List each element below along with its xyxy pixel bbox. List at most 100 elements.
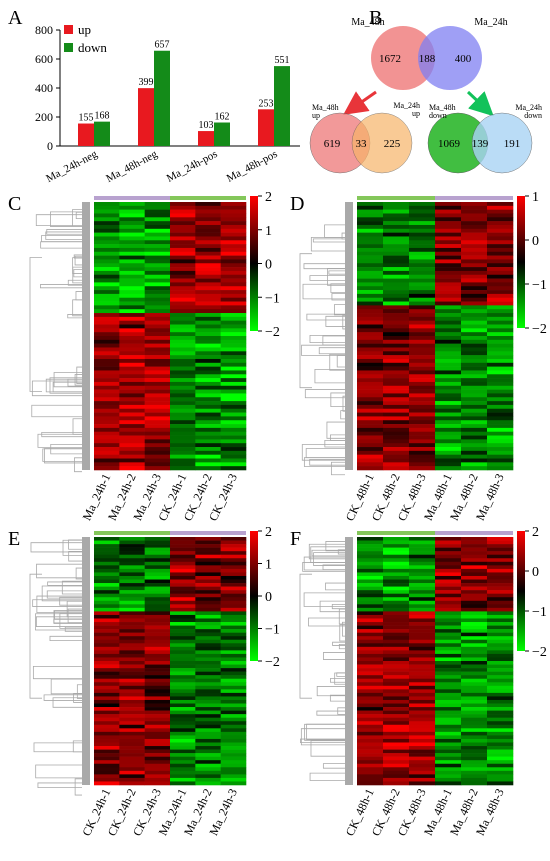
heatmap-cell [409, 579, 436, 584]
heatmap-cell [170, 336, 196, 341]
heatmap-cell [220, 420, 247, 425]
heatmap-cell [220, 278, 247, 283]
heatmap-cell [487, 597, 514, 602]
heatmap-cell [409, 320, 436, 325]
group-bar-right [170, 531, 246, 535]
y-tick-label: 400 [35, 81, 53, 95]
heatmap-cell [409, 221, 436, 226]
heatmap-cell [220, 724, 247, 729]
heatmap-cell [119, 632, 145, 637]
heatmap-cell [144, 454, 171, 459]
heatmap-cell [357, 385, 384, 390]
heatmap-cell [461, 551, 488, 556]
heatmap-cell [195, 657, 221, 662]
heatmap-cell [119, 416, 145, 421]
heatmap-cell [119, 240, 145, 245]
heatmap-cell [144, 328, 171, 333]
heatmap-cell [144, 540, 171, 545]
heatmap-cell [461, 416, 488, 421]
heatmap-cell [357, 699, 384, 704]
legend-label-up: up [78, 22, 91, 37]
heatmap-cell [144, 597, 171, 602]
heatmap-cell [94, 244, 120, 249]
heatmap-cell [487, 328, 514, 333]
heatmap-cell [119, 267, 145, 272]
heatmap-cell [195, 544, 221, 548]
heatmap-cell [487, 259, 514, 264]
heatmap-cell [487, 454, 514, 459]
heatmap-cell [487, 767, 514, 772]
heatmap-cell [170, 583, 196, 587]
heatmap-cell [487, 293, 514, 299]
heatmap-cell [220, 661, 247, 665]
heatmap-cell [383, 781, 410, 786]
heatmap-cell [119, 427, 145, 433]
heatmap-cell [220, 224, 247, 230]
heatmap-cell [220, 259, 247, 264]
heatmap-cell [144, 728, 171, 733]
heatmap-cell [220, 255, 247, 260]
arrow-down [466, 90, 494, 117]
heatmap-cell [487, 579, 514, 584]
heatmap-cell [170, 678, 196, 683]
heatmap-cell [383, 404, 410, 410]
heatmap-cell [170, 270, 196, 276]
heatmap-cell [409, 217, 436, 222]
heatmap-cell [357, 374, 384, 379]
heatmap-cell [487, 343, 514, 348]
dendrogram-branch [31, 404, 82, 418]
heatmap-cell [487, 466, 514, 471]
heatmap-cell [94, 313, 120, 318]
dendrogram-branch [40, 241, 82, 249]
heatmap-cell [144, 703, 171, 708]
heatmap-cell [195, 721, 221, 726]
heatmap-cell [383, 583, 410, 587]
heatmap-cell [220, 404, 247, 410]
heatmap-cell [487, 650, 514, 655]
heatmap-cell [94, 742, 120, 747]
heatmap-cell [220, 639, 247, 644]
heatmap-cell [94, 760, 120, 765]
dendrogram-branch [304, 723, 345, 741]
heatmap-cell [119, 205, 145, 210]
heatmap-cell [461, 381, 488, 387]
heatmap-cell [220, 664, 247, 669]
heatmap-cell [170, 699, 196, 704]
heatmap-cell [119, 657, 145, 662]
heatmap-cell [170, 213, 196, 218]
heatmap-cell [383, 282, 410, 287]
heatmap-cell [94, 202, 120, 207]
heatmap-cell [119, 213, 145, 218]
heatmap-cell [170, 290, 196, 295]
heatmap-cell [170, 746, 196, 750]
heatmap-cell [435, 217, 462, 222]
heatmap-cell [144, 274, 171, 279]
heatmap-cell [170, 351, 196, 356]
dendrogram-branch [67, 314, 82, 319]
heatmap-cell [195, 593, 221, 598]
heatmap-cell [195, 653, 221, 658]
heatmap-cell [435, 290, 462, 295]
heatmap-cell [144, 668, 171, 672]
heatmap-cell [435, 255, 462, 260]
heatmap-cell [220, 653, 247, 658]
dendrogram-branch [336, 355, 345, 368]
heatmap-cell [220, 320, 247, 325]
heatmap-cell [94, 565, 120, 570]
heatmap-cell [195, 305, 221, 310]
heatmap-cell [220, 604, 247, 609]
heatmap-cell [409, 636, 436, 641]
heatmap-cell [461, 746, 488, 750]
heatmap-cell [409, 347, 436, 352]
heatmap-cell [383, 466, 410, 471]
heatmap-cell [144, 579, 171, 584]
heatmap-cell [383, 263, 410, 268]
heatmap-cell [170, 717, 196, 722]
heatmap-cell [170, 397, 196, 402]
heatmap-cell [357, 328, 384, 333]
heatmap-cell [195, 267, 221, 272]
heatmap-cell [94, 267, 120, 272]
heatmap-cell [94, 466, 120, 471]
heatmap-cell [461, 450, 488, 455]
